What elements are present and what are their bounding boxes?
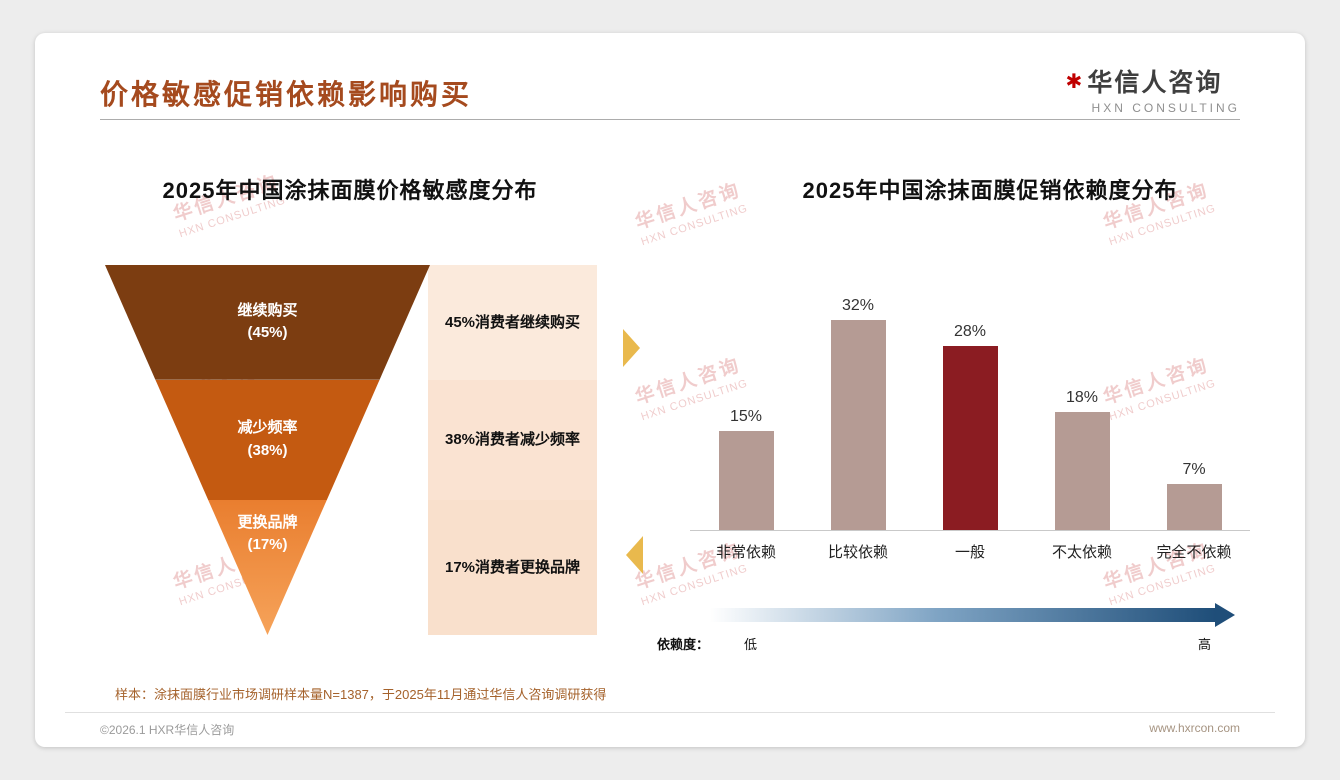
funnel-chart-title: 2025年中国涂抹面膜价格敏感度分布 [162,178,538,203]
dependence-gradient-arrow [710,603,1237,627]
price-sensitivity-funnel: 继续购买 (45%) 减少频率 (38%) 更换品牌 (17%) [105,265,430,635]
funnel-stage-label: 减少频率 (38%) [237,419,298,459]
gradient-legend-label: 依赖度： [657,637,710,652]
footer-copyright: ©2026.1 HXR华信人咨询 [100,723,235,737]
gradient-arrowhead-icon [1215,603,1235,627]
bar-chart-title: 2025年中国涂抹面膜促销依赖度分布 [802,178,1178,203]
funnel-stage-1: 继续购买 (45%) [105,265,430,380]
promo-dependence-bar-plot: 15% 32% 28% 18% 7% [690,293,1250,530]
logo-star-icon: ✱ [1065,70,1083,93]
bar [830,320,886,530]
bar [1054,412,1110,530]
funnel-stage-label: 继续购买 (45%) [237,301,298,342]
funnel-annotation-1: 45%消费者继续购买 [428,265,597,380]
header-divider [100,119,1240,120]
bar-column-5: 7% [1138,293,1250,530]
x-axis-label: 完全不依赖 [1156,544,1232,561]
x-axis-line [690,530,1250,531]
bar-value-label: 18% [1065,389,1099,406]
x-axis-label: 非常依赖 [715,544,776,561]
flow-arrow-right-icon [623,329,640,367]
x-axis-label: 不太依赖 [1051,544,1112,561]
slide-card: 华信人咨询 HXN CONSULTING 华信人咨询 HXN CONSULTING 华信… [35,33,1305,747]
footer-divider [65,712,1275,713]
sample-note: 样本：涂抹面膜行业市场调研样本量N=1387，于2025年11月通过华信人咨询调… [115,687,607,702]
funnel-annotation-panel: 45%消费者继续购买 38%消费者减少频率 17%消费者更换品牌 [428,265,597,635]
gradient-bar [710,608,1215,622]
funnel-stage-label: 更换品牌 (17%) [237,513,298,554]
bar [942,346,998,530]
x-axis-label: 一般 [954,544,985,561]
bar-value-label: 28% [953,323,987,340]
gradient-legend-low: 低 [744,637,758,652]
bar-value-label: 32% [841,297,875,314]
logo-subtitle: HXN CONSULTING [1091,101,1240,115]
brand-logo: ✱ 华信人咨询 HXN CONSULTING [1066,63,1240,115]
logo-row: ✱ 华信人咨询 [1066,63,1240,99]
bar-column-2: 32% [802,293,914,530]
flow-arrow-left-icon [626,536,643,574]
bar-column-3: 28% [914,293,1026,530]
bar [718,431,774,530]
page-title: 价格敏感促销依赖影响购买 [100,79,473,110]
funnel-annotation-2: 38%消费者减少频率 [428,379,597,500]
gradient-legend-high: 高 [1198,637,1212,652]
x-axis-label: 比较依赖 [827,544,888,561]
bar-value-label: 7% [1182,461,1206,478]
bar-column-4: 18% [1026,293,1138,530]
funnel-stage-3: 更换品牌 (17%) [208,499,327,635]
bar [1166,484,1222,530]
bar-column-1: 15% [690,293,802,530]
funnel-annotation-3: 17%消费者更换品牌 [428,499,597,635]
bar-value-label: 15% [729,408,763,425]
funnel-stage-2: 减少频率 (38%) [155,379,380,500]
x-axis-labels: 非常依赖 比较依赖 一般 不太依赖 完全不依赖 [690,541,1250,562]
logo-name: 华信人咨询 [1087,69,1223,97]
footer-website: www.hxrcon.com [1149,721,1240,735]
